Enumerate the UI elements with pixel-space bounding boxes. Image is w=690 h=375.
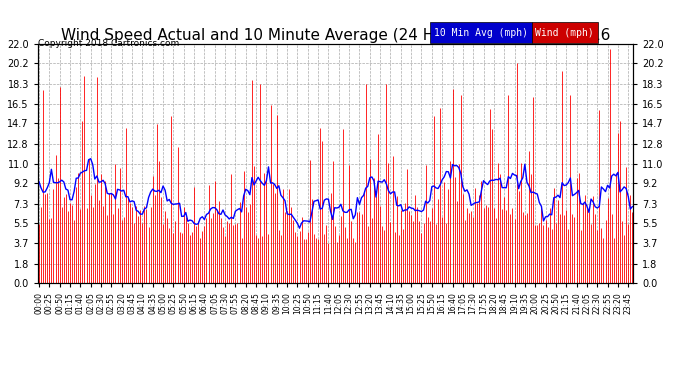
Text: 10 Min Avg (mph): 10 Min Avg (mph) [434, 28, 528, 38]
Text: Wind (mph): Wind (mph) [535, 28, 594, 38]
Text: Copyright 2018 Cartronics.com: Copyright 2018 Cartronics.com [38, 39, 179, 48]
Title: Wind Speed Actual and 10 Minute Average (24 Hours)  (New) 20180416: Wind Speed Actual and 10 Minute Average … [61, 28, 611, 43]
